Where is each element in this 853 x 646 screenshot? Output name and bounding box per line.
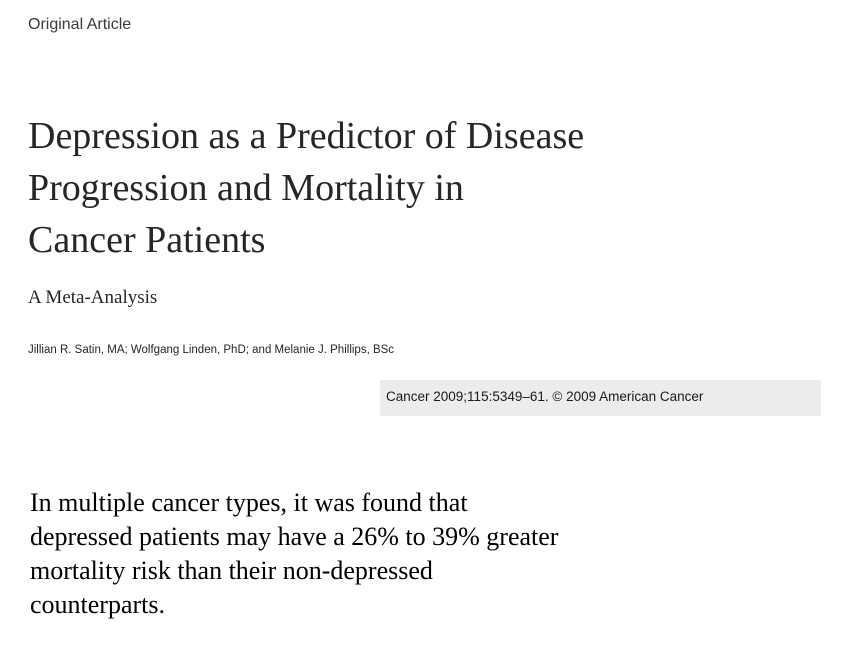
article-title: Depression as a Predictor of Disease Pro… (28, 110, 728, 266)
article-title-line: Progression and Mortality in (28, 167, 464, 209)
article-type-label: Original Article (28, 16, 132, 33)
key-finding-line: In multiple cancer types, it was found t… (30, 488, 468, 517)
article-title-line: Depression as a Predictor of Disease (28, 115, 585, 157)
key-finding-text: In multiple cancer types, it was found t… (30, 486, 750, 622)
key-finding-line: counterparts. (30, 590, 166, 619)
article-title-line: Cancer Patients (28, 219, 266, 261)
author-list: Jillian R. Satin, MA; Wolfgang Linden, P… (28, 344, 395, 356)
key-finding-line: mortality risk than their non-depressed (30, 556, 433, 585)
key-finding-line: depressed patients may have a 26% to 39%… (30, 522, 559, 551)
citation-text: Cancer 2009;115:5349–61. © 2009 American… (386, 389, 704, 404)
citation-banner: Cancer 2009;115:5349–61. © 2009 American… (380, 380, 821, 416)
article-subtitle: A Meta-Analysis (28, 287, 158, 308)
